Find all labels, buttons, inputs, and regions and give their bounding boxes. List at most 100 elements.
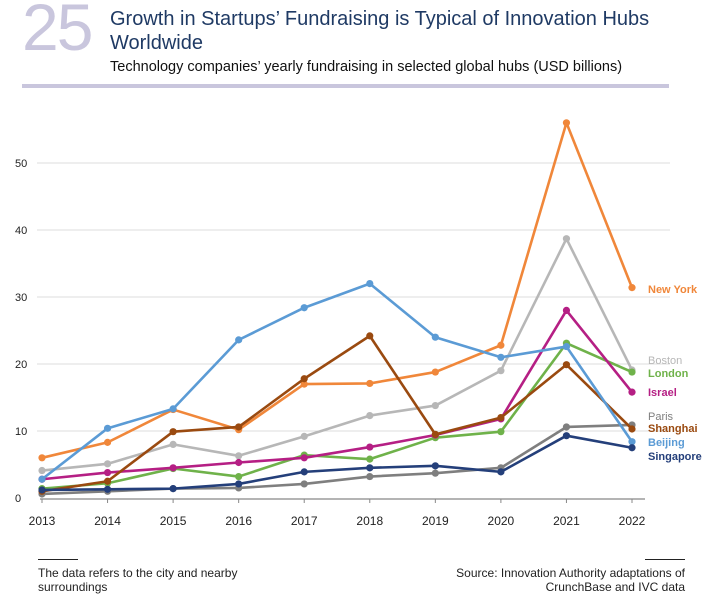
point-new-york: [562, 119, 571, 127]
x-tick-label: 2015: [160, 514, 187, 528]
series-new-york: [38, 119, 636, 462]
line-london: [41, 341, 633, 490]
point-singapore: [562, 432, 571, 440]
x-tick-label: 2016: [225, 514, 252, 528]
point-singapore: [628, 444, 636, 452]
point-israel: [235, 458, 243, 467]
series-lines: [38, 119, 636, 498]
point-boston: [300, 432, 308, 440]
gridlines: [37, 162, 670, 432]
point-london: [628, 368, 636, 376]
point-singapore: [300, 468, 308, 476]
line-israel: [41, 309, 634, 481]
label-new-york: New York: [648, 284, 698, 296]
point-boston: [497, 367, 505, 375]
point-london: [235, 472, 243, 481]
point-shanghai: [103, 477, 112, 485]
line-beijing: [41, 282, 634, 481]
point-beijing: [235, 336, 243, 344]
label-singapore: Singapore: [648, 451, 702, 463]
point-shanghai: [562, 361, 571, 369]
label-israel: Israel: [648, 387, 677, 399]
point-boston: [103, 460, 112, 468]
line-new-york: [41, 121, 634, 460]
note-rule: [38, 559, 78, 560]
line-boston: [41, 237, 634, 472]
x-tick-label: 2014: [94, 514, 121, 528]
y-tick-label: 40: [15, 225, 27, 237]
point-paris: [366, 472, 374, 481]
point-shanghai: [431, 430, 439, 438]
point-new-york: [497, 341, 505, 349]
point-beijing: [366, 280, 374, 288]
point-shanghai: [300, 375, 308, 383]
x-tick-label: 2020: [488, 514, 515, 528]
point-beijing: [103, 424, 112, 432]
y-tick-label: 30: [15, 292, 27, 304]
point-singapore: [169, 485, 177, 493]
point-new-york: [300, 380, 308, 388]
footnote: The data refers to the city and nearby s…: [38, 566, 238, 594]
x-tick-label: 2018: [356, 514, 383, 528]
x-axis: 2013 2014 2015 2016 2017 2018 2019 2020 2021 2022: [29, 498, 646, 528]
x-tick-label: 2021: [553, 514, 580, 528]
chart-subtitle: Technology companies’ yearly fundraising…: [110, 59, 623, 75]
line-paris: [41, 423, 633, 496]
point-beijing: [628, 438, 636, 446]
point-boston: [366, 411, 374, 420]
point-beijing: [300, 304, 308, 312]
line-shanghai: [41, 334, 633, 493]
x-tick-label: 2017: [291, 514, 318, 528]
series-shanghai: [38, 332, 636, 495]
figure-number: 25: [22, 0, 93, 64]
series-beijing: [38, 280, 636, 483]
point-singapore: [103, 485, 112, 493]
x-tick-label: 2022: [619, 514, 646, 528]
y-tick-label: 20: [15, 359, 27, 371]
point-paris: [562, 423, 571, 431]
point-shanghai: [366, 332, 374, 340]
point-london: [366, 455, 374, 463]
point-boston: [235, 452, 243, 460]
point-boston: [38, 466, 46, 475]
point-singapore: [497, 468, 505, 476]
label-london: London: [648, 368, 689, 380]
point-israel: [300, 454, 308, 462]
label-paris: Paris: [648, 411, 674, 423]
point-israel: [562, 306, 571, 314]
point-singapore: [235, 480, 243, 488]
y-tick-label: 10: [15, 426, 27, 438]
x-tick-label: 2013: [29, 514, 56, 528]
point-paris: [431, 469, 439, 477]
point-london: [497, 428, 505, 436]
point-israel: [366, 443, 374, 451]
point-boston: [562, 235, 571, 243]
point-beijing: [169, 405, 177, 413]
point-new-york: [628, 284, 636, 292]
point-beijing: [497, 353, 505, 361]
point-shanghai: [497, 414, 505, 422]
point-singapore: [366, 464, 374, 472]
point-beijing: [38, 475, 46, 483]
y-axis-ticks: 0 10 20 30 40 50: [15, 158, 27, 505]
point-beijing: [431, 333, 439, 341]
point-boston: [431, 401, 439, 410]
point-israel: [169, 464, 177, 472]
point-shanghai: [235, 423, 243, 431]
header-divider: [22, 84, 669, 88]
source-rule: [645, 559, 685, 560]
point-boston: [169, 440, 177, 448]
point-shanghai: [169, 428, 177, 436]
point-paris: [300, 480, 308, 488]
y-tick-label: 50: [15, 158, 27, 170]
point-new-york: [366, 379, 374, 388]
y-tick-label: 0: [15, 493, 21, 505]
point-singapore: [38, 486, 46, 494]
source-note: Source: Innovation Authority adaptations…: [456, 566, 685, 594]
point-singapore: [431, 462, 439, 470]
label-beijing: Beijing: [648, 437, 685, 449]
point-new-york: [103, 438, 112, 446]
point-new-york: [431, 368, 439, 376]
